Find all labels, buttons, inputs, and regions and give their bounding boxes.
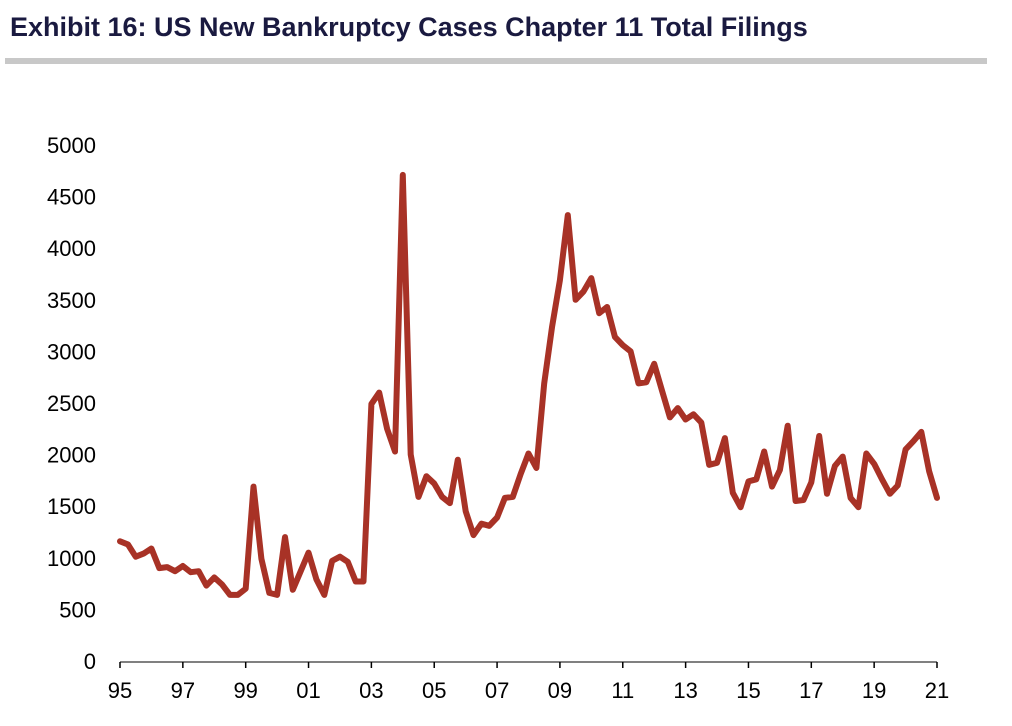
y-tick-label: 500 — [59, 597, 96, 622]
x-axis: 95 97 99 01 03 05 07 09 11 13 15 17 19 21 — [108, 661, 949, 703]
x-tick-label: 15 — [736, 678, 760, 703]
y-tick-label: 2500 — [47, 391, 96, 416]
x-tick-label: 13 — [673, 678, 697, 703]
y-tick-label: 3000 — [47, 339, 96, 364]
y-tick-label: 2000 — [47, 443, 96, 468]
y-tick-label: 4500 — [47, 185, 96, 210]
y-tick-label: 3500 — [47, 288, 96, 313]
series-line — [117, 171, 940, 598]
x-tick-label: 95 — [108, 678, 132, 703]
title-underline — [5, 58, 987, 64]
y-tick-label: 0 — [84, 649, 96, 674]
chart-title: Exhibit 16: US New Bankruptcy Cases Chap… — [10, 12, 808, 42]
y-tick-label: 4000 — [47, 236, 96, 261]
x-tick-label: 17 — [799, 678, 823, 703]
y-tick-label: 1000 — [47, 546, 96, 571]
y-tick-label: 1500 — [47, 494, 96, 519]
y-tick-label: 5000 — [47, 133, 96, 158]
x-tick-label: 09 — [548, 678, 572, 703]
x-tick-label: 01 — [296, 678, 320, 703]
x-tick-label: 11 — [611, 678, 634, 703]
x-tick-label: 03 — [359, 678, 383, 703]
x-tick-label: 05 — [422, 678, 446, 703]
x-tick-label: 99 — [233, 678, 257, 703]
x-tick-label: 21 — [925, 678, 949, 703]
x-tick-label: 07 — [485, 678, 509, 703]
y-axis: 0 500 1000 1500 2000 2500 3000 3500 4000 4500 5000 — [47, 133, 96, 674]
x-tick-label: 19 — [862, 678, 886, 703]
x-tick-label: 97 — [171, 678, 195, 703]
